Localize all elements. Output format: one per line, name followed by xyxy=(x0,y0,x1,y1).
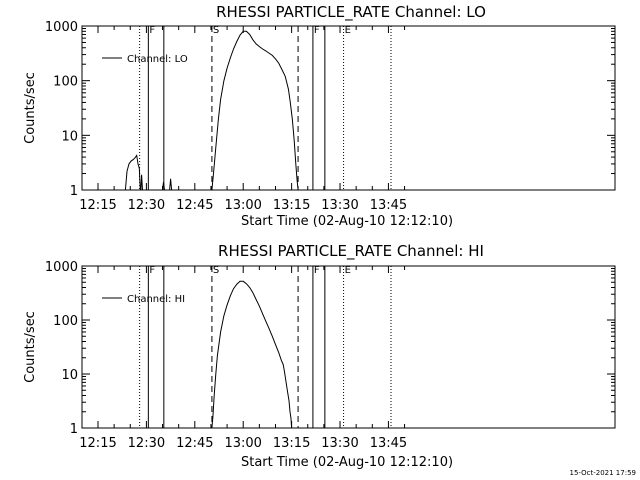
x-axis-label: Start Time (02-Aug-10 12:12:10) xyxy=(241,455,453,470)
series-line xyxy=(124,154,141,191)
chart-title: RHESSI PARTICLE_RATE Channel: HI xyxy=(218,242,484,261)
y-tick-label: 1000 xyxy=(45,260,78,275)
x-tick-label: 13:30 xyxy=(321,436,358,451)
plot-frame xyxy=(81,25,616,191)
chart-panel-lo: RHESSI PARTICLE_RATE Channel: LO Counts/… xyxy=(23,3,616,229)
legend: Channel: LO xyxy=(102,54,188,65)
y-tick-label: 1 xyxy=(70,422,78,437)
x-tick-label: 13:00 xyxy=(224,436,261,451)
x-tick-label: 12:30 xyxy=(128,198,165,213)
event-marker-label: F xyxy=(149,25,155,36)
y-tick-label: 10 xyxy=(61,368,78,383)
legend: Channel: HI xyxy=(102,294,185,305)
x-tick-label: 13:00 xyxy=(224,198,261,213)
series-line xyxy=(169,178,173,191)
legend-entry: Channel: LO xyxy=(127,54,188,65)
x-tick-label: 12:45 xyxy=(176,198,213,213)
x-tick-label: 12:45 xyxy=(176,436,213,451)
y-axis-label: Counts/sec xyxy=(23,311,38,383)
event-marker-label: S xyxy=(213,25,219,36)
legend-entry: Channel: HI xyxy=(127,294,185,305)
y-tick-label: 1 xyxy=(70,184,78,199)
x-tick-label: 12:15 xyxy=(79,198,116,213)
y-tick-label: 10 xyxy=(61,129,78,144)
x-tick-label: 12:15 xyxy=(79,436,116,451)
x-tick-label: 13:15 xyxy=(273,198,310,213)
series-line xyxy=(140,174,143,191)
series-line xyxy=(211,280,293,429)
event-marker-label: F xyxy=(314,265,320,276)
x-tick-label: 12:30 xyxy=(128,436,165,451)
y-tick-label: 100 xyxy=(53,75,78,90)
x-tick-label: 13:30 xyxy=(321,198,358,213)
event-marker-label: E xyxy=(345,265,351,276)
footer-timestamp: 15-Oct-2021 17:59 xyxy=(570,469,636,477)
event-marker-label: F xyxy=(149,265,155,276)
y-tick-label: 100 xyxy=(53,314,78,329)
plot-frame xyxy=(81,265,616,429)
x-tick-label: 13:15 xyxy=(273,436,310,451)
event-marker-label: S xyxy=(213,265,219,276)
series-line xyxy=(162,181,165,191)
x-tick-label: 13:45 xyxy=(370,436,407,451)
chart-title: RHESSI PARTICLE_RATE Channel: LO xyxy=(216,3,486,22)
event-marker-label: E xyxy=(345,25,351,36)
x-axis-label: Start Time (02-Aug-10 12:12:10) xyxy=(241,214,453,229)
series-line xyxy=(211,30,299,191)
event-marker-label: F xyxy=(314,25,320,36)
y-axis-label: Counts/sec xyxy=(23,72,38,144)
chart-panel-hi: RHESSI PARTICLE_RATE Channel: HI Counts/… xyxy=(23,242,616,470)
x-tick-label: 13:45 xyxy=(370,198,407,213)
y-tick-label: 1000 xyxy=(45,20,78,35)
